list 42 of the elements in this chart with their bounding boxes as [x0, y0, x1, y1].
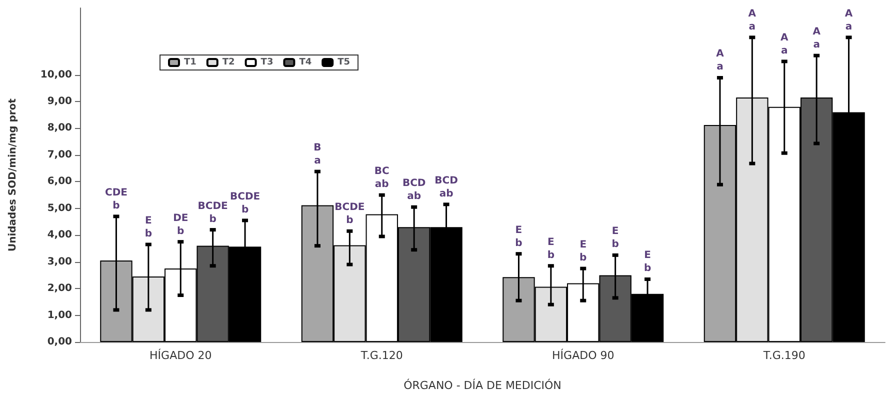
legend-label: T3 [260, 58, 274, 68]
annotation: E b [580, 240, 587, 264]
legend-label: T5 [338, 58, 350, 68]
annotation: B a [314, 142, 322, 167]
annotation: E b [144, 215, 152, 240]
x-tick-label: HÍGADO 90 [552, 348, 614, 362]
annotation: A a [844, 8, 853, 32]
annotation: A a [716, 48, 724, 73]
x-tick-label: HÍGADO 20 [150, 348, 212, 362]
x-tick-label: T.G.120 [360, 349, 403, 362]
y-tick-label: 6,00 [47, 176, 72, 188]
annotation: BCD ab [434, 175, 458, 200]
y-tick-label: 8,00 [47, 122, 72, 134]
y-tick-label: 2,00 [47, 283, 72, 294]
y-tick-label: 10,00 [40, 69, 72, 80]
annotation: BCDE b [334, 202, 365, 226]
y-tick-label: 5,00 [47, 202, 72, 214]
annotation: E b [547, 236, 555, 261]
annotation: A a [812, 26, 821, 51]
annotation: CDE b [104, 187, 128, 212]
legend-label: T2 [222, 58, 235, 68]
y-tick-label: 0,00 [47, 336, 72, 348]
legend-label: T1 [184, 58, 196, 68]
annotation: BCD ab [402, 178, 426, 202]
y-tick-label: 3,00 [47, 256, 72, 268]
y-tick-label: 9,00 [47, 96, 72, 108]
annotation: A a [748, 8, 756, 32]
annotation: E b [612, 226, 619, 250]
x-axis-title: ÓRGANO - DÍA DE MEDICIÓN [404, 378, 562, 392]
annotation: BC ab [374, 166, 390, 190]
annotation: E b [515, 224, 522, 249]
legend-label: T4 [299, 58, 312, 68]
annotation: E b [644, 250, 652, 274]
y-tick-label: 4,00 [47, 230, 72, 241]
x-tick-label: T.G.190 [762, 349, 806, 362]
annotation: DE b [173, 212, 188, 237]
y-tick-label: 7,00 [47, 149, 72, 160]
y-axis-title: Unidades SOD/min/mg prot [8, 98, 18, 252]
y-tick-label: 1,00 [47, 310, 72, 321]
annotation: BCDE b [230, 191, 260, 216]
annotation: BCDE b [198, 200, 228, 225]
annotation: A a [780, 32, 788, 56]
